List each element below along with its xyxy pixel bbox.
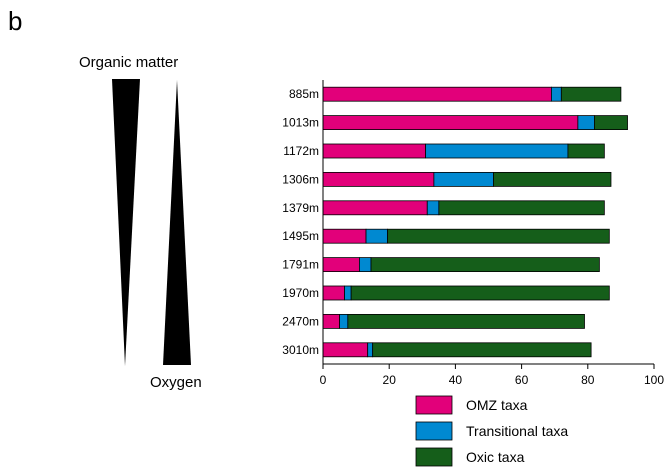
bar-885m-omz-taxa xyxy=(322,86,552,102)
bar-1970m-oxic-taxa xyxy=(350,285,610,301)
organic-matter-wedge xyxy=(112,79,140,366)
bar-885m-oxic-taxa xyxy=(560,86,622,102)
bar-1306m-omz-taxa xyxy=(322,171,435,187)
y-tick-label: 3010m xyxy=(282,343,319,357)
bar-1791m-transitional-taxa xyxy=(359,257,372,273)
bar-1013m-oxic-taxa xyxy=(594,115,628,130)
panel-letter: b xyxy=(8,6,23,36)
y-tick-label: 1379m xyxy=(282,201,319,215)
y-tick-label: 1172m xyxy=(283,144,319,158)
bar-1495m-transitional-taxa xyxy=(365,228,388,244)
bar-1306m-transitional-taxa xyxy=(433,171,494,187)
bar-3010m-omz-taxa xyxy=(322,342,369,358)
bar-885m-transitional-taxa xyxy=(550,86,562,102)
legend-label: Oxic taxa xyxy=(466,449,525,465)
x-tick-label: 0 xyxy=(320,373,327,387)
x-tick-label: 20 xyxy=(383,373,397,387)
bar-1172m-omz-taxa xyxy=(322,143,427,159)
bar-1379m-transitional-taxa xyxy=(426,200,440,216)
bar-3010m-transitional-taxa xyxy=(367,342,374,358)
y-tick-label: 1791m xyxy=(282,258,319,272)
bar-2470m-omz-taxa xyxy=(322,313,340,329)
legend-label: OMZ taxa xyxy=(466,397,528,413)
x-tick-label: 100 xyxy=(644,373,664,387)
y-tick-label: 1013m xyxy=(282,116,319,130)
bar-1970m-transitional-taxa xyxy=(344,285,352,301)
bar-1379m-oxic-taxa xyxy=(438,200,605,216)
bar-2470m-oxic-taxa xyxy=(347,313,585,329)
y-tick-label: 885m xyxy=(289,87,319,101)
organic-matter-label: Organic matter xyxy=(79,54,179,71)
bar-1791m-omz-taxa xyxy=(322,257,360,273)
y-tick-label: 1970m xyxy=(282,286,319,300)
legend-swatch xyxy=(415,395,453,415)
bar-2470m-transitional-taxa xyxy=(339,313,349,329)
bar-1791m-oxic-taxa xyxy=(370,257,600,273)
x-tick-label: 60 xyxy=(515,373,529,387)
y-tick-label: 1306m xyxy=(282,172,319,186)
bar-1306m-oxic-taxa xyxy=(493,171,612,187)
bar-1013m-omz-taxa xyxy=(322,115,579,130)
x-tick-label: 40 xyxy=(449,373,463,387)
bar-1495m-oxic-taxa xyxy=(387,228,610,244)
oxygen-wedge xyxy=(163,80,191,365)
legend-label: Transitional taxa xyxy=(466,423,568,439)
legend-swatch xyxy=(415,447,453,467)
bar-1495m-omz-taxa xyxy=(322,228,367,244)
legend-swatch xyxy=(415,421,453,441)
bar-3010m-oxic-taxa xyxy=(372,342,592,358)
bar-1172m-oxic-taxa xyxy=(567,143,605,159)
x-tick-label: 80 xyxy=(581,373,595,387)
bar-1172m-transitional-taxa xyxy=(425,143,569,159)
bar-1970m-omz-taxa xyxy=(322,285,345,301)
y-tick-label: 1495m xyxy=(282,229,319,243)
bar-1379m-omz-taxa xyxy=(322,200,428,216)
bar-1013m-transitional-taxa xyxy=(577,115,595,130)
oxygen-label: Oxygen xyxy=(150,374,202,391)
y-tick-label: 2470m xyxy=(282,314,319,328)
